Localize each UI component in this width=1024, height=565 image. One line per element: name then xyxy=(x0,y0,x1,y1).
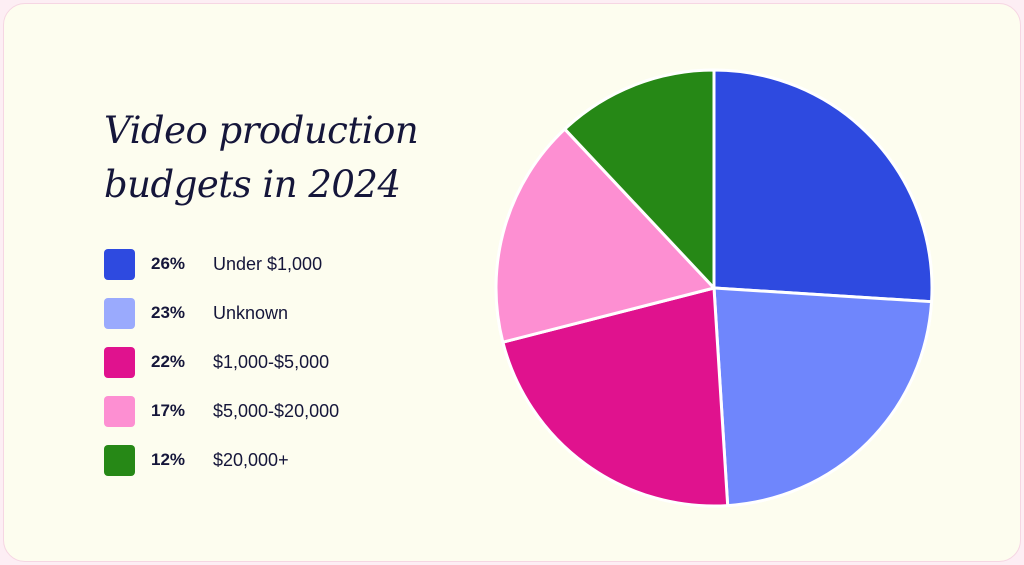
legend-swatch xyxy=(104,248,135,280)
legend-label: Unknown xyxy=(213,302,289,323)
pie-slice-4 xyxy=(563,68,716,290)
legend-percent: 12% xyxy=(151,450,186,469)
legend-percent: 23% xyxy=(151,303,186,322)
legend-item-under-1000: 26% Under $1,000 xyxy=(104,248,339,280)
legend-swatch xyxy=(104,395,135,427)
legend-label: $20,000+ xyxy=(213,449,289,470)
legend-percent: 17% xyxy=(151,401,186,420)
legend-percent: 26% xyxy=(151,254,186,273)
pie-chart xyxy=(494,68,934,508)
chart-title: Video production budgets in 2024 xyxy=(104,109,419,206)
legend-item-unknown: 23% Unknown xyxy=(104,297,339,329)
legend-item-1000-5000: 22% $1,000-$5,000 xyxy=(104,346,339,378)
chart-card: Video production budgets in 2024 26% Und… xyxy=(3,3,1021,562)
legend-item-5000-20000: 17% $5,000-$20,000 xyxy=(104,395,339,427)
legend-percent: 22% xyxy=(151,352,186,371)
pie-slice-2 xyxy=(501,286,730,508)
pie-slice-3 xyxy=(494,127,716,344)
legend-label: $1,000-$5,000 xyxy=(213,351,330,372)
legend-swatch xyxy=(104,444,135,476)
legend: 26% Under $1,000 23% Unknown 22% $1,000-… xyxy=(104,248,339,493)
pie-slice-1 xyxy=(712,286,934,508)
legend-label: $5,000-$20,000 xyxy=(213,400,340,421)
legend-item-20000-plus: 12% $20,000+ xyxy=(104,444,339,476)
legend-swatch xyxy=(104,297,135,329)
legend-label: Under $1,000 xyxy=(213,253,323,274)
pie-slice-0 xyxy=(712,68,934,304)
legend-swatch xyxy=(104,346,135,378)
